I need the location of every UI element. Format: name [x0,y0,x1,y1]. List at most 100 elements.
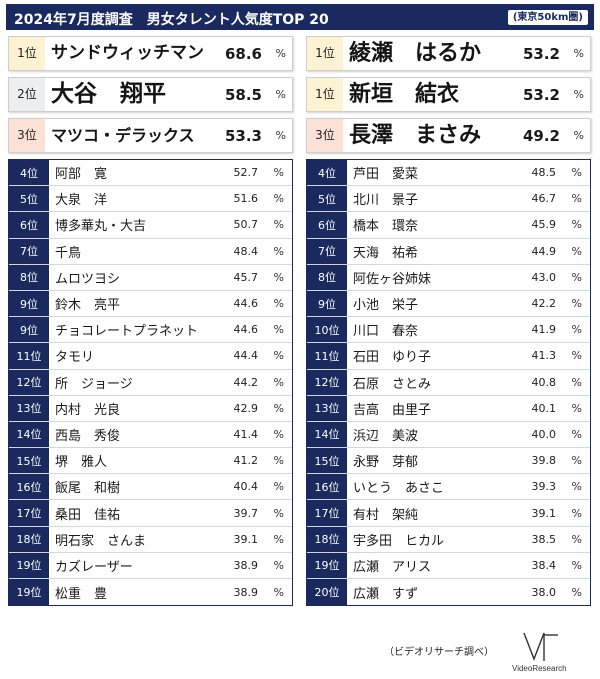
ranking-row: 10位 川口 春奈 41.9% [307,317,590,344]
talent-name: 小池 栄子 [353,298,419,314]
rank-badge: 14位 [307,421,347,448]
ranking-row: 11位 タモリ 44.4% [9,343,292,370]
score-value: 46.7 [531,192,557,206]
score-value: 38.0 [531,585,557,599]
score-value: 38.9 [233,585,259,599]
rank-badge: 9位 [9,317,49,343]
ranking-row: 5位 北川 景子 46.7% [307,186,590,213]
percent-sign: % [571,323,582,337]
ranking-row: 14位 浜辺 美波 40.0% [307,421,590,449]
talent-name: 芦田 愛菜 [353,167,419,183]
rank-badge: 19位 [307,552,347,578]
talent-name: 綾瀬 はるか [349,41,482,66]
ranking-row: 19位 松重 豊 38.9% [9,579,292,606]
ranking-row: 11位 石田 ゆり子 41.3% [307,343,590,370]
talent-name: タモリ [55,350,95,366]
percent-sign: % [275,129,286,142]
rank-badge: 5位 [307,186,347,212]
percent-sign: % [571,244,582,258]
score-value: 40.8 [531,375,557,389]
percent-sign: % [571,585,582,599]
ranking-row: 4位 芦田 愛菜 48.5% [307,160,590,187]
top-ranking-card: 3位 マツコ・デラックス 53.3% [8,118,293,153]
percent-sign: % [273,480,284,494]
score-value: 41.9 [531,323,557,337]
percent-sign: % [275,88,286,101]
rank-badge: 5位 [9,186,49,212]
talent-name: 有村 架純 [353,507,419,523]
top-ranking-card: 1位 サンドウィッチマン 68.6% [8,36,293,71]
rank-badge: 14位 [9,421,49,448]
percent-sign: % [571,192,582,206]
rank-badge: 3位 [9,119,45,152]
female-ranking-list: 4位 芦田 愛菜 48.5% 5位 北川 景子 46.7% 6位 橋本 環奈 45.9% 7位 天海… [306,159,591,607]
percent-sign: % [571,270,582,284]
rank-badge: 2位 [9,78,45,111]
logo-text: VideoResearch [512,664,567,673]
percent-sign: % [273,244,284,258]
score-value: 52.7 [233,166,259,180]
talent-name: 長澤 まさみ [349,123,482,148]
talent-name: 石田 ゆり子 [353,350,432,366]
ranking-row: 18位 宇多田 ヒカル 38.5% [307,526,590,553]
talent-name: 天海 祐希 [353,245,419,261]
percent-sign: % [273,375,284,389]
percent-sign: % [273,192,284,206]
rank-badge: 1位 [9,37,45,70]
percent-sign: % [273,401,284,415]
percent-sign: % [273,270,284,284]
survey-area-badge: (東京50km圏) [507,10,588,25]
percent-sign: % [273,558,284,572]
talent-name: 明石家 さんま [55,533,147,549]
percent-sign: % [571,349,582,363]
top-ranking-card: 1位 綾瀬 はるか 53.2% [306,36,591,71]
talent-name: 橋本 環奈 [353,219,419,235]
percent-sign: % [273,166,284,180]
score-value: 42.9 [233,401,259,415]
score-value: 41.4 [233,427,259,441]
ranking-row: 6位 博多華丸・大吉 50.7% [9,212,292,239]
male-ranking-list: 4位 阿部 寛 52.7% 5位 大泉 洋 51.6% 6位 博多華丸・大吉 50.7% 7位 千鳥… [8,159,293,607]
percent-sign: % [273,532,284,546]
talent-name: 永野 芽郁 [353,455,419,471]
score-value: 45.9 [531,218,557,232]
percent-sign: % [571,480,582,494]
talent-name: 宇多田 ヒカル [353,533,445,549]
percent-sign: % [275,47,286,60]
talent-name: 川口 春奈 [353,324,419,340]
ranking-row: 13位 吉高 由里子 40.1% [307,395,590,422]
male-ranking-column: 1位 サンドウィッチマン 68.6% 2位 大谷 翔平 58.5% 3位 マツコ・デラックス 5… [8,36,293,607]
rank-badge: 19位 [9,552,49,578]
rank-badge: 12位 [307,369,347,395]
talent-name: マツコ・デラックス [51,126,195,145]
video-research-logo: VideoResearch [510,631,580,675]
score-value: 39.1 [531,506,557,520]
female-top-three: 1位 綾瀬 はるか 53.2% 1位 新垣 結衣 53.2% 3位 長澤 まさみ 49.2% [306,36,591,153]
score-value: 44.2 [233,375,259,389]
rank-badge: 18位 [9,526,49,552]
rank-badge: 17位 [307,500,347,526]
talent-name: 新垣 結衣 [349,82,460,107]
talent-name: 大泉 洋 [55,193,108,209]
score-value: 48.4 [233,244,259,258]
score-value: 39.7 [233,506,259,520]
score-value: 45.7 [233,270,259,284]
talent-name: 博多華丸・大吉 [55,219,147,235]
talent-name: カズレーザー [55,559,133,575]
score-value: 68.6 [224,45,262,63]
ranking-row: 19位 カズレーザー 38.9% [9,552,292,579]
ranking-row: 15位堺 雅人 41.2% [9,448,292,475]
rank-badge: 4位 [9,160,49,186]
score-value: 40.0 [531,427,557,441]
top-ranking-card: 1位 新垣 結衣 53.2% [306,77,591,112]
percent-sign: % [573,129,584,142]
rank-badge: 13位 [307,395,347,421]
ranking-row: 19位 広瀬 アリス 38.4% [307,552,590,579]
percent-sign: % [273,427,284,441]
ranking-row: 12位所 ジョージ 44.2% [9,369,292,396]
ranking-row: 12位 石原 さとみ 40.8% [307,369,590,396]
top-ranking-card: 2位 大谷 翔平 58.5% [8,77,293,112]
rank-badge: 9位 [307,290,347,317]
rank-badge: 19位 [9,579,49,606]
percent-sign: % [273,323,284,337]
